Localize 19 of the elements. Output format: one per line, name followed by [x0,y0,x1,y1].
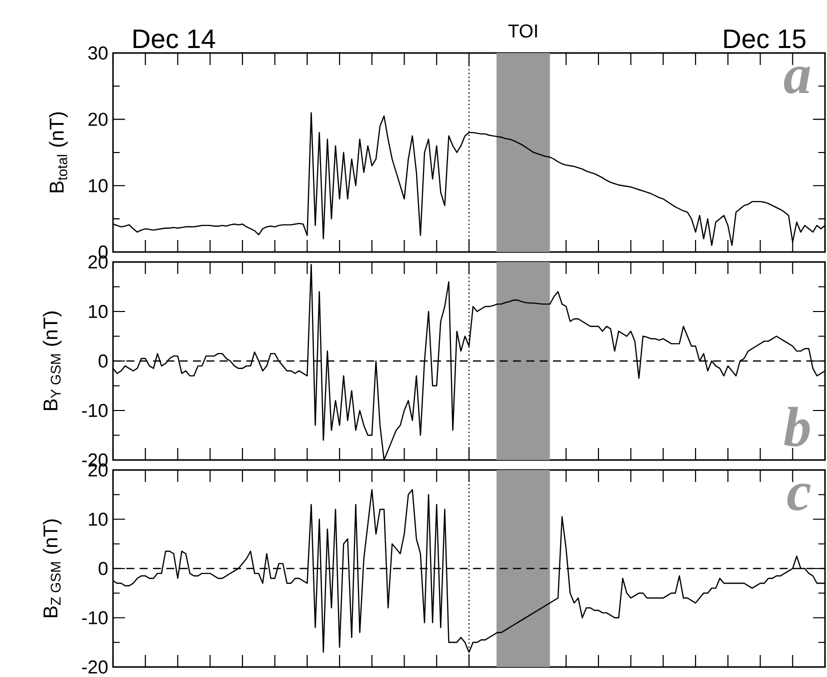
annotation: b [784,406,810,446]
y-tick-label: 10 [88,179,108,192]
y-tick-label: -10 [82,611,108,624]
y-tick-label: 0 [98,562,108,576]
y-tick-label: 20 [88,112,108,126]
x-tick-label: Dec 15 [724,30,806,48]
text: TOI [508,24,537,38]
y-axis-title: $\text{B}_{\text{Z GSM}}\text{ (nT)}$ [42,519,62,618]
y-tick-label: 30 [88,46,108,60]
y-axis-title: $\text{B}_{\text{Y GSM}}\text{ (nT)}$ [42,312,62,410]
x-tick-label: Dec 14 [134,30,216,48]
annotation: c [787,484,811,511]
y-tick-label: 10 [88,304,108,318]
annotation: a [784,66,810,94]
y-tick-label: -10 [82,404,108,418]
y-axis-title: $\text{B}_{\text{total}}\text{ (nT)}$ [49,112,68,192]
y-tick-label: -20 [82,660,108,674]
y-tick-label: 10 [88,512,108,526]
y-tick-label: 0 [98,354,108,368]
